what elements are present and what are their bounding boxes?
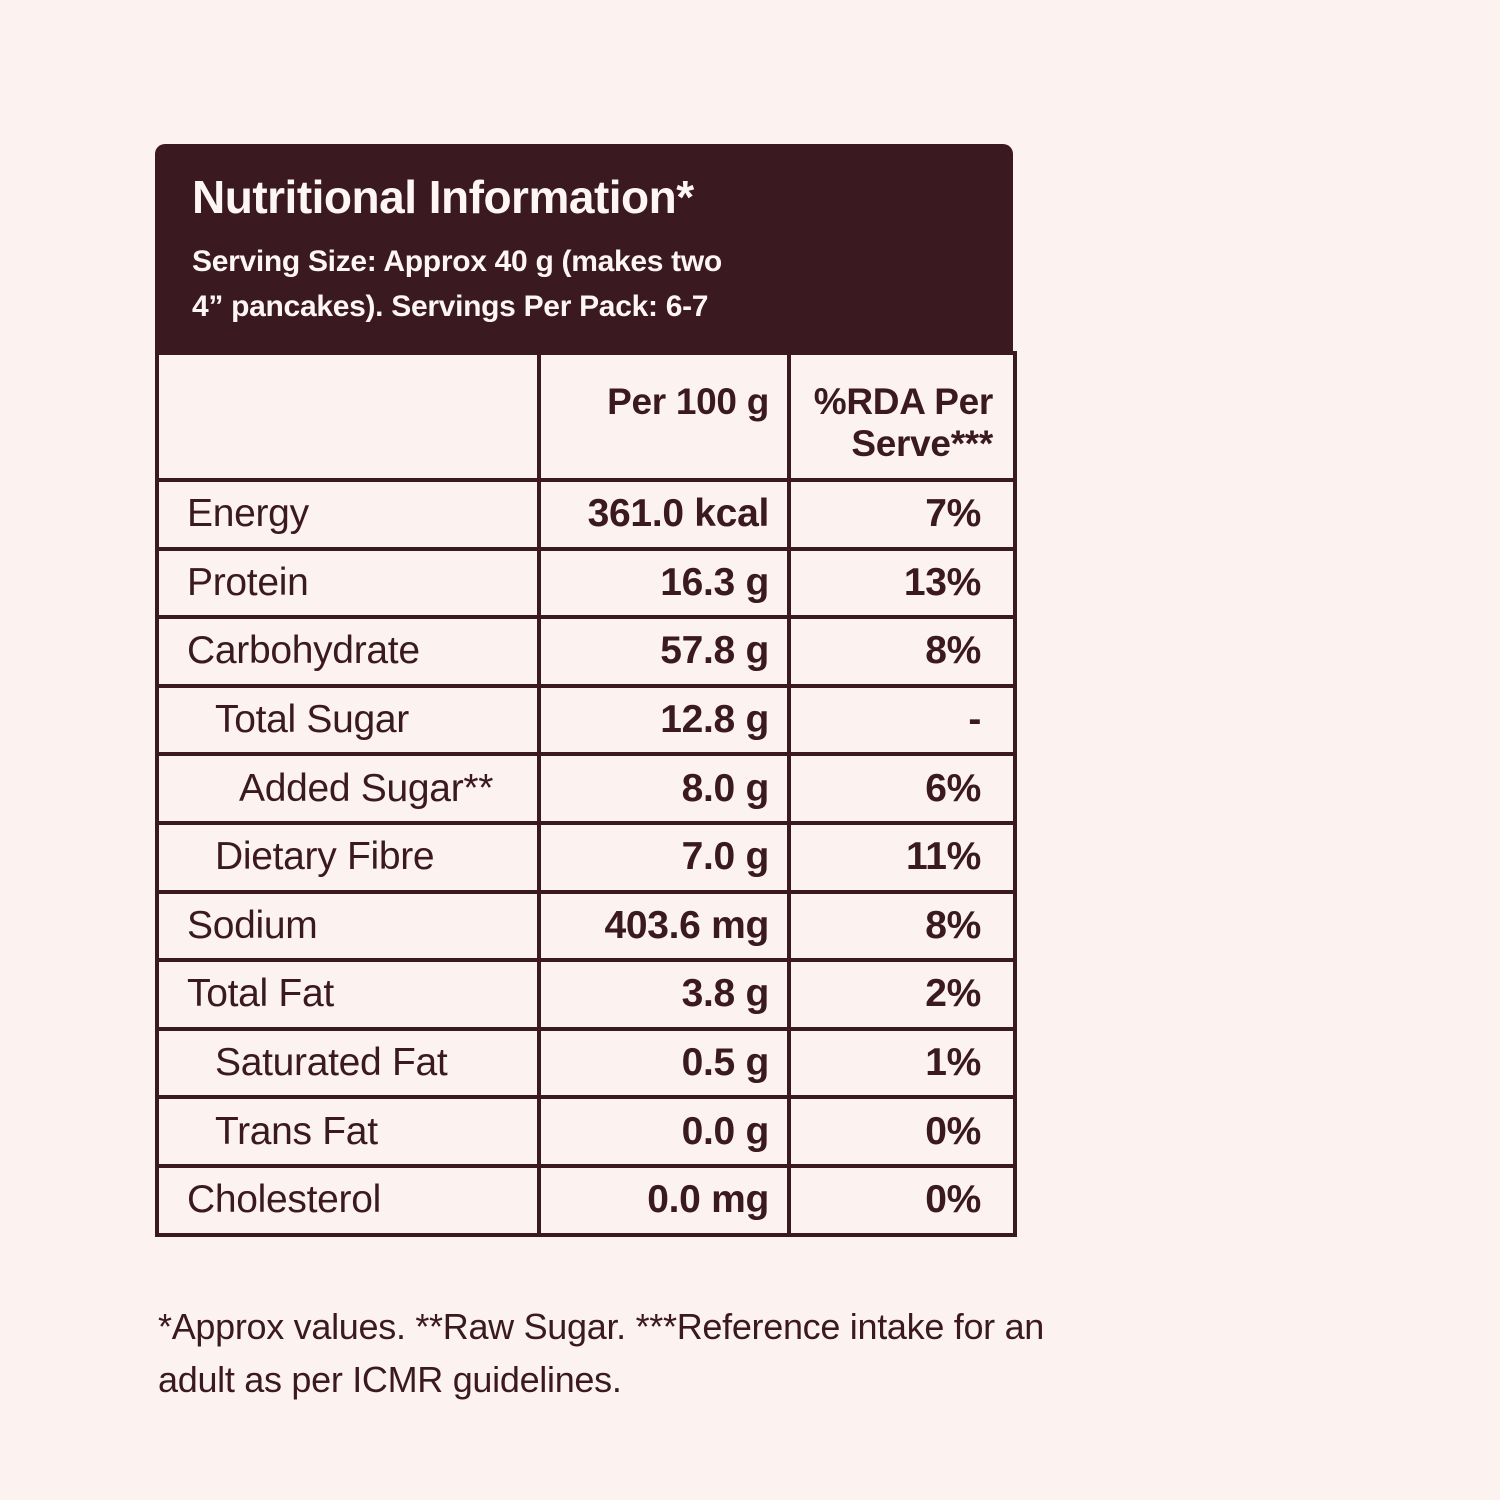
table-row: Protein 16.3 g 13% bbox=[155, 546, 1017, 620]
panel-title: Nutritional Information* bbox=[192, 171, 694, 223]
rda-value: 2% bbox=[787, 958, 1017, 1031]
per-100g-value: 0.0 mg bbox=[537, 1163, 791, 1237]
serving-line-2: 4” pancakes). Servings Per Pack: 6-7 bbox=[192, 289, 709, 323]
rda-value: - bbox=[787, 683, 1017, 757]
footnote-line-2: adult as per ICMR guidelines. bbox=[158, 1359, 622, 1400]
header-blank-cell bbox=[155, 351, 541, 482]
nutrient-label: Protein bbox=[155, 546, 541, 620]
per-100g-value: 403.6 mg bbox=[537, 889, 791, 963]
per-100g-value: 3.8 g bbox=[537, 958, 791, 1031]
header-rda-per-serve: %RDA Per Serve*** bbox=[787, 351, 1017, 482]
nutrient-label: Carbohydrate bbox=[155, 615, 541, 688]
footnote: *Approx values. **Raw Sugar. ***Referenc… bbox=[158, 1300, 1078, 1406]
rda-value: 7% bbox=[787, 478, 1017, 551]
per-100g-value: 12.8 g bbox=[537, 683, 791, 757]
nutrient-label: Total Fat bbox=[155, 958, 541, 1031]
nutrition-table-body: Energy 361.0 kcal 7% Protein 16.3 g 13% Carboh… bbox=[155, 478, 1017, 1237]
nutrient-label: Cholesterol bbox=[155, 1163, 541, 1237]
table-row: Energy 361.0 kcal 7% bbox=[155, 478, 1017, 551]
table-row: Saturated Fat 0.5 g 1% bbox=[155, 1026, 1017, 1100]
serving-info: Serving Size: Approx 40 g (makes two 4” … bbox=[192, 239, 983, 329]
per-100g-value: 7.0 g bbox=[537, 820, 791, 894]
table-row: Cholesterol 0.0 mg 0% bbox=[155, 1163, 1017, 1237]
rda-value: 0% bbox=[787, 1163, 1017, 1237]
nutrient-label: Dietary Fibre bbox=[155, 820, 541, 894]
per-100g-value: 16.3 g bbox=[537, 546, 791, 620]
per-100g-value: 361.0 kcal bbox=[537, 478, 791, 551]
rda-value: 0% bbox=[787, 1095, 1017, 1168]
table-row: Trans Fat 0.0 g 0% bbox=[155, 1095, 1017, 1168]
nutrient-label: Sodium bbox=[155, 889, 541, 963]
header-per-100g: Per 100 g bbox=[537, 351, 791, 482]
table-row: Dietary Fibre 7.0 g 11% bbox=[155, 820, 1017, 894]
rda-value: 8% bbox=[787, 615, 1017, 688]
nutrition-table: Per 100 g %RDA Per Serve*** Energy 361.0 … bbox=[155, 351, 1017, 1237]
rda-value: 1% bbox=[787, 1026, 1017, 1100]
table-row: Sodium 403.6 mg 8% bbox=[155, 889, 1017, 963]
rda-value: 6% bbox=[787, 752, 1017, 825]
rda-value: 11% bbox=[787, 820, 1017, 894]
footnote-line-1: *Approx values. **Raw Sugar. ***Referenc… bbox=[158, 1306, 1045, 1347]
nutrient-label: Total Sugar bbox=[155, 683, 541, 757]
table-row: Total Fat 3.8 g 2% bbox=[155, 958, 1017, 1031]
per-100g-value: 57.8 g bbox=[537, 615, 791, 688]
serving-line-1: Serving Size: Approx 40 g (makes two bbox=[192, 244, 722, 278]
header-panel: Nutritional Information* Serving Size: A… bbox=[155, 144, 1013, 351]
rda-value: 8% bbox=[787, 889, 1017, 963]
rda-value: 13% bbox=[787, 546, 1017, 620]
table-row: Total Sugar 12.8 g- bbox=[155, 683, 1017, 757]
nutrient-label: Trans Fat bbox=[155, 1095, 541, 1168]
table-row: Carbohydrate 57.8 g 8% bbox=[155, 615, 1017, 688]
per-100g-value: 8.0 g bbox=[537, 752, 791, 825]
per-100g-value: 0.5 g bbox=[537, 1026, 791, 1100]
nutrient-label: Added Sugar** bbox=[155, 752, 541, 825]
table-row: Added Sugar** 8.0 g 6% bbox=[155, 752, 1017, 825]
table-header-row: Per 100 g %RDA Per Serve*** bbox=[155, 351, 1017, 482]
per-100g-value: 0.0 g bbox=[537, 1095, 791, 1168]
nutrient-label: Energy bbox=[155, 478, 541, 551]
nutrient-label: Saturated Fat bbox=[155, 1026, 541, 1100]
